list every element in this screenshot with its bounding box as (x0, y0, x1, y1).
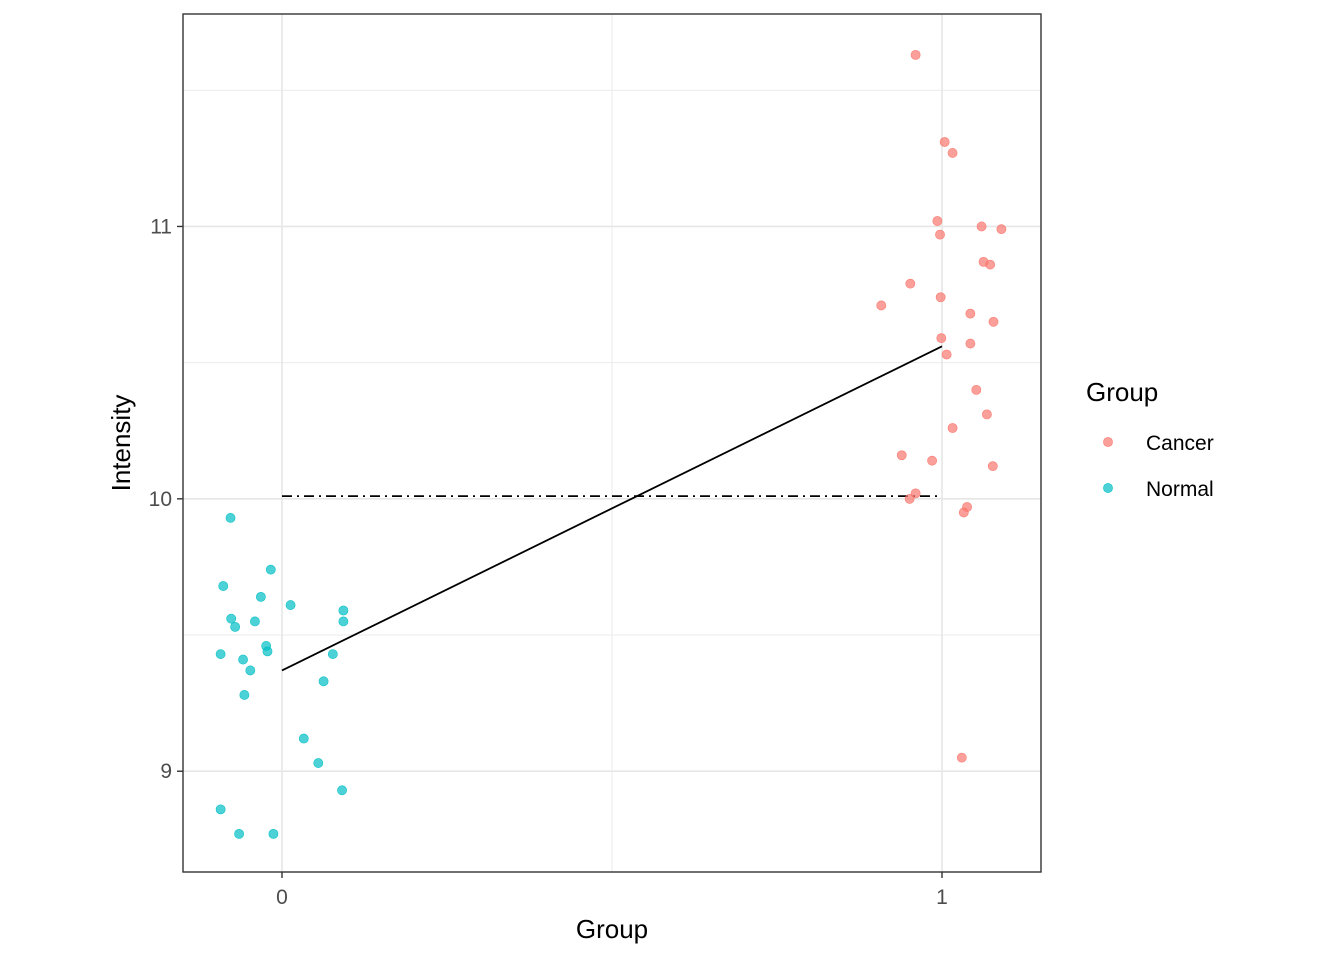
data-point-normal (255, 591, 266, 602)
data-point-cancer (971, 384, 982, 395)
data-point-cancer (947, 148, 958, 158)
plot-border (182, 13, 1042, 873)
y-axis-title: Intensity (106, 395, 136, 492)
data-point-normal (327, 649, 338, 659)
data-point-cancer (939, 137, 950, 147)
data-point-normal (265, 564, 276, 575)
data-point-normal (230, 621, 241, 632)
legend-title: Group (1086, 377, 1158, 407)
legend-key-normal (1103, 483, 1113, 493)
y-tick-label: 10 (149, 488, 172, 511)
data-point-cancer (910, 49, 921, 60)
data-point-cancer (935, 292, 946, 303)
data-point-normal (215, 649, 226, 659)
y-tick-label: 11 (150, 215, 172, 238)
major-grid (183, 14, 1041, 872)
data-point-normal (268, 828, 279, 839)
data-point-normal (298, 733, 309, 744)
minor-grid (183, 14, 1041, 872)
data-point-cancer (956, 752, 967, 763)
x-tick-label: 1 (936, 886, 948, 909)
data-point-cancer (987, 461, 998, 472)
data-point-normal (234, 828, 244, 839)
legend-items: Cancer Normal (1103, 432, 1214, 501)
reference-lines (281, 345, 943, 672)
fit-line (281, 345, 943, 672)
x-axis-title: Group (576, 914, 648, 944)
data-point-cancer (958, 507, 969, 518)
data-point-cancer (936, 333, 947, 344)
data-point-normal (338, 616, 349, 627)
data-point-normal (313, 758, 324, 768)
legend-label-cancer: Cancer (1146, 432, 1214, 455)
data-point-cancer (947, 423, 958, 433)
data-point-normal (338, 605, 349, 616)
y-axis: 9 10 11 (149, 215, 183, 783)
data-point-cancer (935, 229, 945, 240)
data-point-cancer (985, 259, 996, 270)
data-point-cancer (981, 409, 992, 420)
data-point-normal (239, 690, 250, 700)
data-point-normal (262, 646, 273, 657)
data-point-normal (215, 804, 226, 815)
data-point-cancer (965, 308, 976, 319)
data-point-normal (218, 581, 229, 591)
x-tick-label: 0 (276, 886, 288, 909)
data-point-cancer (932, 216, 943, 226)
data-point-normal (225, 513, 236, 523)
y-tick-label: 9 (160, 760, 172, 783)
data-point-cancer (965, 338, 976, 349)
data-point-normal (337, 785, 347, 796)
data-point-cancer (941, 349, 952, 360)
data-point-normal (285, 600, 296, 610)
data-point-cancer (976, 221, 987, 232)
data-point-normal (226, 613, 237, 624)
legend: Group Cancer Normal (1086, 377, 1214, 501)
data-points (215, 49, 1007, 839)
data-point-normal (245, 665, 256, 676)
data-point-normal (318, 676, 329, 687)
data-point-cancer (996, 224, 1007, 235)
legend-label-normal: Normal (1146, 478, 1214, 501)
data-point-cancer (896, 450, 907, 461)
data-point-normal (238, 654, 248, 665)
data-point-cancer (927, 455, 937, 466)
data-point-cancer (876, 300, 887, 311)
data-point-cancer (988, 316, 999, 327)
data-point-normal (250, 616, 260, 627)
data-point-cancer (904, 493, 915, 504)
legend-key-cancer (1103, 437, 1113, 447)
data-point-cancer (905, 278, 916, 289)
